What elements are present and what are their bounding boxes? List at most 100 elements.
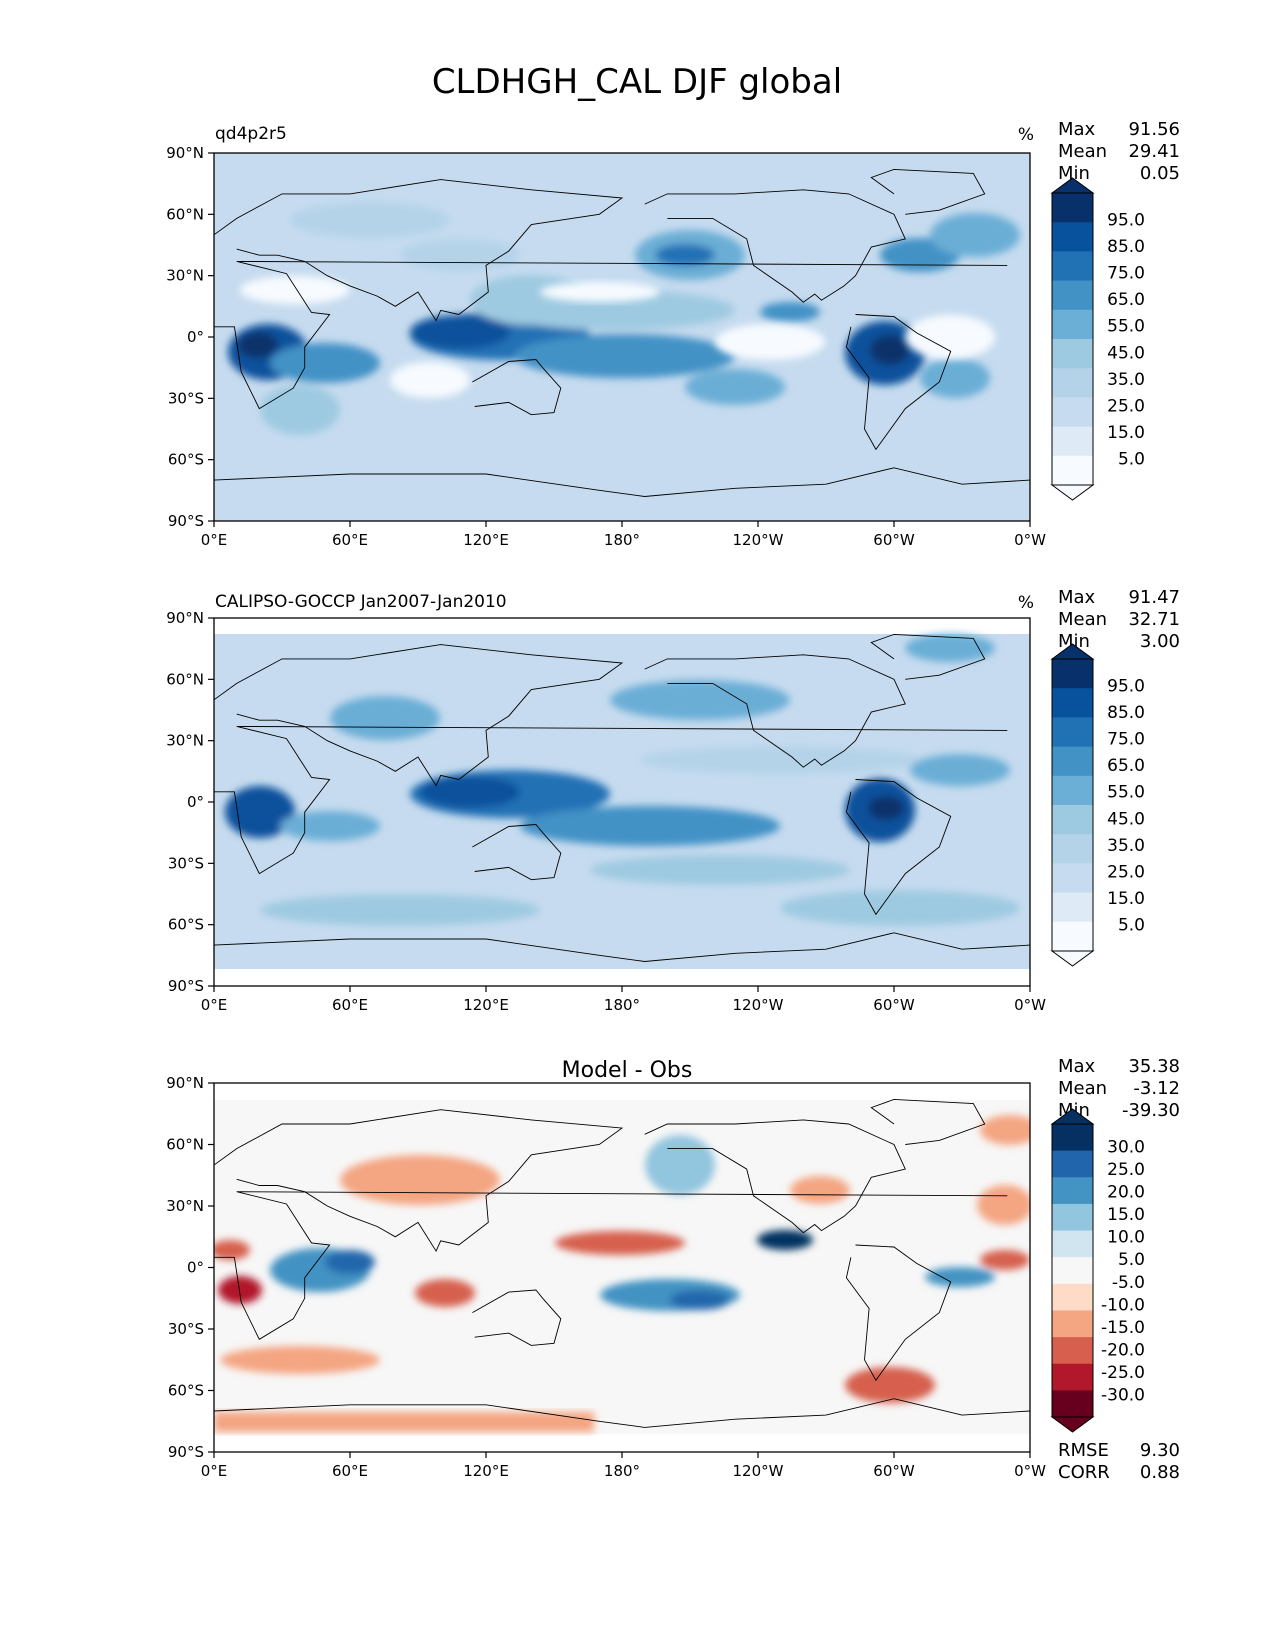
panel-reference: CALIPSO-GOCCP Jan2007-Jan2010 % Max 91.4… [166, 587, 1180, 1014]
australia-outline [472, 824, 562, 881]
x-tick-label: 60°W [873, 996, 915, 1014]
stat-label-corr: CORR [1058, 1462, 1110, 1483]
colorbar-tick-label: -30.0 [1101, 1385, 1145, 1405]
colorbar-extend-bottom [1050, 1416, 1095, 1433]
colorbar-tick-label: 45.0 [1107, 343, 1145, 363]
x-tick-label: 0°E [201, 996, 228, 1014]
antarctica-outline [214, 932, 1030, 962]
y-tick-label: 90°N [166, 144, 204, 162]
colorbar-segment [1052, 426, 1093, 457]
rmse-corr-block: RMSE 9.30 CORR 0.88 [1058, 1440, 1180, 1483]
stat-value-min: -39.30 [1122, 1100, 1180, 1121]
x-tick-label: 120°W [733, 996, 784, 1014]
colorbar-tick-label: 95.0 [1107, 211, 1145, 231]
cloud-cell [260, 385, 340, 435]
y-tick-label: 30°N [166, 732, 204, 750]
colorbar-segment [1052, 659, 1093, 689]
y-tick-label: 30°S [168, 854, 204, 872]
stats-block: Max 91.56 Mean 29.41 Min 0.05 [1058, 119, 1180, 184]
cloud-cell [410, 315, 510, 349]
greenland-outline [870, 633, 986, 680]
x-tick-label: 60°E [332, 996, 368, 1014]
map-plot [213, 617, 1031, 987]
y-tick-label: 60°S [168, 916, 204, 934]
y-tick-label: 60°S [168, 451, 204, 469]
stat-value-max: 35.38 [1128, 1056, 1180, 1077]
south-america-outline [845, 314, 952, 451]
x-tick-label: 120°W [733, 531, 784, 549]
stat-value-rmse: 9.30 [1140, 1440, 1180, 1461]
colorbar: 30.025.0 20.015.0 10.05.0 -5.0-10.0 -15.0-20… [1050, 1108, 1145, 1433]
y-tick-label: 0° [187, 1259, 204, 1277]
diff-cell [645, 1135, 715, 1195]
colorbar-segment [1052, 455, 1093, 486]
x-tick-label: 0°E [201, 1462, 228, 1480]
colorbar-frame [1051, 1123, 1094, 1418]
australia-outline [472, 1289, 562, 1346]
diff-cell [325, 1250, 375, 1274]
australia-outline [472, 359, 562, 416]
diff-cell [980, 1115, 1030, 1145]
y-tick-label: 90°S [168, 977, 204, 995]
y-axis: 90°N 60°N 30°N 0° 30°S 60°S 90°S [166, 144, 214, 530]
stat-value-mean: 29.41 [1128, 141, 1180, 162]
y-tick-label: 90°S [168, 512, 204, 530]
colorbar-frame [1051, 192, 1094, 486]
colorbar-segment [1052, 717, 1093, 748]
stat-value-mean: 32.71 [1128, 609, 1180, 630]
colorbar-segment [1052, 892, 1093, 923]
map-plot [213, 152, 1031, 522]
antarctica-outline [214, 1398, 1030, 1428]
stat-label-max: Max [1058, 119, 1096, 140]
colorbar-tick-label: 75.0 [1107, 264, 1145, 284]
diff-cell [220, 1346, 380, 1374]
greenland-outline [870, 168, 986, 215]
colorbar-tick-label: 85.0 [1107, 703, 1145, 723]
diff-cell [977, 1185, 1030, 1225]
cloud-cell [910, 754, 1010, 786]
stat-label-mean: Mean [1058, 141, 1107, 162]
x-tick-label: 120°W [733, 1462, 784, 1480]
north-america-outline [644, 1119, 906, 1234]
south-america-outline [845, 779, 952, 916]
y-tick-label: 30°N [166, 267, 204, 285]
x-axis: 0°E 60°E 120°E 180° 120°W 60°W 0°W [201, 521, 1046, 549]
diff-cell [214, 1240, 250, 1260]
colorbar-tick-label: 85.0 [1107, 237, 1145, 257]
north-america-outline [644, 189, 906, 303]
y-axis: 90°N 60°N 30°N 0° 30°S 60°S 90°S [166, 609, 214, 995]
panel-test: qd4p2r5 % Max 91.56 Mean 29.41 Min 0.05 … [166, 119, 1180, 549]
y-tick-label: 90°S [168, 1443, 204, 1461]
colorbar-tick-label: 15.0 [1107, 1205, 1145, 1225]
cloud-cell [685, 369, 785, 405]
cloud-cell [760, 302, 820, 322]
diff-cell [925, 1267, 995, 1287]
y-tick-label: 30°S [168, 389, 204, 407]
colorbar-segment [1052, 921, 1093, 952]
colorbar-segment [1052, 863, 1093, 894]
colorbar-segment [1052, 397, 1093, 428]
panel-center-title: Model - Obs [562, 1058, 693, 1083]
field-layer [214, 634, 1030, 969]
cloud-cell [260, 894, 540, 926]
colorbar-segment [1052, 1257, 1093, 1285]
colorbar-tick-label: 25.0 [1107, 1160, 1145, 1180]
colorbar-segment [1052, 746, 1093, 777]
cloud-cell [930, 213, 1020, 257]
cloud-cell [225, 786, 295, 838]
stat-value-mean: -3.12 [1133, 1078, 1180, 1099]
diff-cell [980, 1250, 1030, 1270]
colorbar-tick-label: 75.0 [1107, 730, 1145, 750]
colorbar-tick-label: 95.0 [1107, 677, 1145, 697]
cloud-cell [290, 202, 450, 238]
y-tick-label: 30°N [166, 1197, 204, 1215]
colorbar-segment [1052, 280, 1093, 311]
colorbar-segment [1052, 1390, 1093, 1418]
map-plot [213, 1082, 1031, 1453]
colorbar-tick-label: 35.0 [1107, 370, 1145, 390]
colorbar-tick-label: 30.0 [1107, 1138, 1145, 1158]
colorbar-tick-label: -5.0 [1112, 1273, 1145, 1293]
cloud-cell [780, 890, 1020, 926]
x-tick-label: 180° [604, 996, 640, 1014]
stat-label-mean: Mean [1058, 609, 1107, 630]
